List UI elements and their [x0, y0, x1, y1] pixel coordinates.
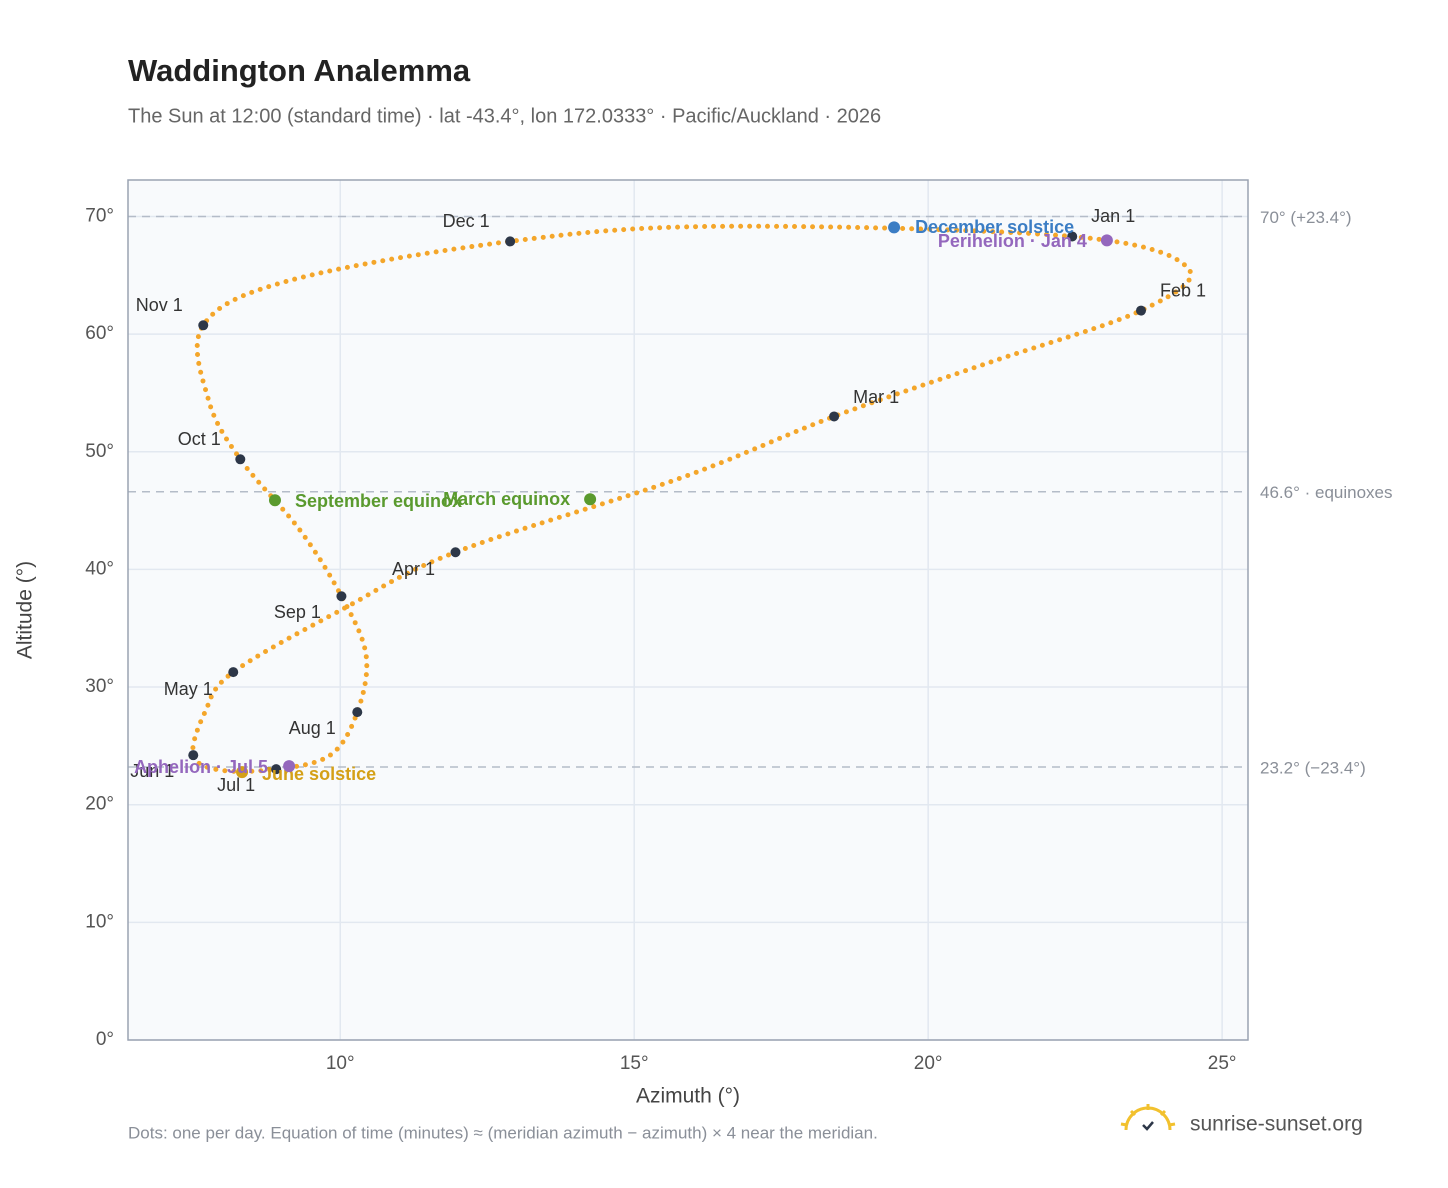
plot-frame: [127, 179, 1249, 1041]
event-label: September equinox: [295, 491, 462, 511]
month-marker: [1067, 231, 1078, 242]
y-tick-label: 0°: [96, 1029, 114, 1050]
y-tick-label: 20°: [85, 794, 114, 815]
month-marker: [1135, 305, 1146, 316]
month-marker: [271, 764, 282, 775]
month-label: Dec 1: [443, 211, 490, 231]
month-label: Jun 1: [130, 761, 174, 781]
event-marker: [236, 766, 249, 779]
brand: sunrise-sunset.org: [1190, 1113, 1363, 1136]
month-label: Sep 1: [274, 602, 321, 622]
x-axis-label: Azimuth (°): [636, 1085, 740, 1108]
month-label: Feb 1: [1160, 280, 1206, 300]
reference-label: 46.6° · equinoxes: [1260, 483, 1393, 502]
event-label: Aphelion · Jul 5: [134, 757, 268, 777]
month-label: Oct 1: [178, 429, 221, 449]
event-marker: [888, 221, 901, 234]
month-marker: [829, 411, 840, 422]
reference-label: 23.2° (−23.4°): [1260, 759, 1366, 778]
month-label: Mar 1: [853, 387, 899, 407]
plot-area: [128, 180, 1248, 1040]
month-marker: [336, 591, 347, 602]
month-marker: [188, 750, 199, 761]
y-tick-label: 60°: [85, 323, 114, 344]
reference-label: 70° (+23.4°): [1260, 208, 1352, 227]
chart-title: Waddington Analemma: [128, 53, 471, 88]
plot-layer: Jan 1 Feb 1 Mar 1 Apr 1 May 1 Jun 1 Jul 1 Aug 1…: [128, 180, 1248, 1041]
event-marker: [1100, 234, 1113, 247]
x-tick-label: 20°: [914, 1053, 943, 1074]
month-marker: [505, 236, 516, 247]
y-tick-label: 40°: [85, 558, 114, 579]
y-tick-label: 10°: [85, 911, 114, 932]
brand-logo: [1120, 1104, 1176, 1131]
analemma-curve: [190, 223, 1194, 775]
month-marker: [352, 707, 363, 718]
month-label: May 1: [164, 679, 213, 699]
event-marker: [584, 493, 597, 506]
event-label: December solstice: [915, 217, 1074, 237]
month-marker: [198, 320, 209, 331]
month-label: Jul 1: [217, 775, 255, 795]
event-marker: [268, 494, 281, 507]
month-marker: [228, 667, 239, 678]
y-axis-label: Altitude (°): [14, 561, 37, 659]
month-label: Jan 1: [1091, 206, 1135, 226]
y-tick-label: 50°: [85, 441, 114, 462]
month-marker: [450, 547, 461, 558]
month-label: Aug 1: [289, 718, 336, 738]
month-label: Apr 1: [392, 559, 435, 579]
event-label: June solstice: [262, 764, 376, 784]
chart-subtitle: The Sun at 12:00 (standard time) · lat -…: [128, 105, 881, 127]
x-tick-label: 15°: [620, 1053, 649, 1074]
footnote: Dots: one per day. Equation of time (min…: [128, 1123, 878, 1142]
event-label: March equinox: [443, 489, 570, 509]
month-marker: [235, 454, 246, 465]
x-tick-label: 10°: [326, 1053, 355, 1074]
month-label: Nov 1: [136, 295, 183, 315]
event-label: Perihelion · Jan 4: [938, 231, 1087, 251]
event-marker: [283, 760, 296, 773]
y-tick-label: 70°: [85, 205, 114, 226]
y-tick-label: 30°: [85, 676, 114, 697]
x-tick-label: 25°: [1208, 1053, 1237, 1074]
